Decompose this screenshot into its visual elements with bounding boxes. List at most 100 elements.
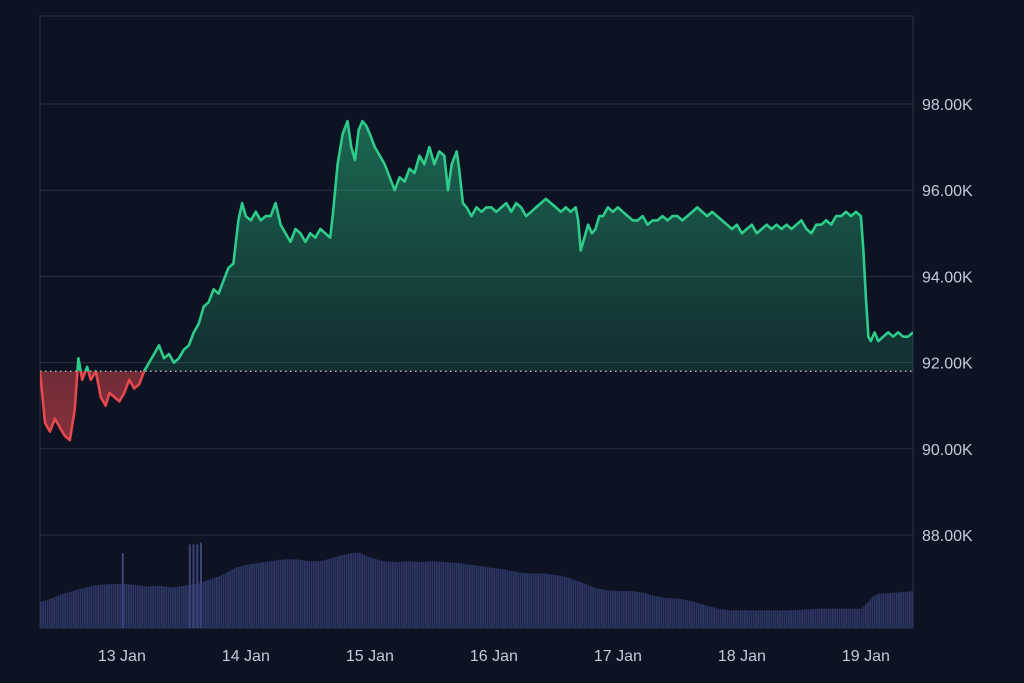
volume-bar: [147, 586, 150, 628]
volume-bar: [510, 570, 513, 628]
volume-bar: [55, 596, 58, 628]
volume-bar: [376, 559, 379, 628]
volume-bar: [594, 587, 597, 628]
volume-bar: [469, 564, 471, 628]
volume-bar: [106, 584, 108, 628]
volume-bar: [554, 575, 557, 628]
volume-bar: [596, 588, 599, 628]
volume-bar: [695, 602, 698, 628]
volume-bar: [506, 569, 509, 628]
volume-bar: [359, 552, 361, 628]
volume-bar: [854, 608, 856, 628]
volume-bar: [332, 557, 335, 628]
volume-bar: [722, 609, 724, 628]
volume-bar: [165, 586, 168, 628]
volume-bar: [110, 584, 113, 628]
volume-bar: [337, 556, 339, 628]
volume-bar: [365, 555, 368, 628]
volume-bar: [801, 609, 803, 628]
volume-bar: [235, 567, 238, 628]
volume-bar: [304, 560, 306, 628]
volume-bar: [163, 586, 165, 628]
volume-bar: [123, 584, 126, 628]
volume-bar: [724, 609, 726, 628]
volume-bar: [438, 561, 440, 628]
volume-bar: [273, 560, 275, 628]
volume-bar: [130, 584, 132, 628]
volume-bar: [521, 572, 524, 628]
volume-bar: [262, 562, 264, 628]
volume-bar: [675, 598, 678, 628]
volume-bar: [902, 591, 905, 628]
volume-bar: [77, 589, 80, 628]
volume-bar: [548, 574, 550, 628]
volume-bar: [277, 560, 280, 628]
volume-bar: [858, 608, 861, 628]
volume-bar: [372, 558, 374, 628]
volume-bar: [836, 608, 839, 628]
volume-bar: [532, 573, 535, 628]
volume-bar: [271, 561, 273, 628]
volume-bar: [805, 609, 808, 628]
volume-bar: [847, 608, 850, 628]
volume-bar: [763, 610, 766, 628]
volume-bar: [774, 610, 777, 628]
volume-bar: [156, 585, 159, 628]
volume-bar: [856, 608, 858, 628]
x-tick-label: 17 Jan: [594, 648, 642, 665]
volume-bar: [370, 557, 372, 628]
volume-bar: [834, 608, 836, 628]
volume-bar: [282, 559, 284, 628]
volume-bar: [561, 576, 564, 628]
x-tick-label: 15 Jan: [346, 648, 394, 665]
volume-bar: [576, 580, 579, 628]
volume-bar: [64, 593, 66, 628]
volume-bar: [158, 585, 161, 628]
volume-bar: [367, 556, 370, 628]
volume-bar: [462, 563, 465, 628]
volume-bar: [79, 588, 82, 628]
volume-bar: [216, 576, 218, 628]
volume-bar: [449, 562, 451, 628]
volume-bar: [66, 592, 69, 628]
volume-bar: [843, 608, 845, 628]
volume-bar: [218, 576, 220, 628]
volume-bar: [233, 568, 236, 628]
volume-bar: [810, 609, 812, 628]
volume-bar: [715, 608, 718, 628]
volume-bar: [385, 561, 388, 628]
volume-bar: [667, 598, 669, 628]
y-tick-label: 94.00K: [922, 269, 973, 286]
volume-bar: [73, 590, 75, 628]
x-axis-labels: 13 Jan 14 Jan 15 Jan 16 Jan 17 Jan 18 Jan 19 J…: [98, 648, 890, 665]
volume-bar: [851, 608, 854, 628]
volume-bar: [884, 593, 887, 628]
volume-bar: [550, 574, 553, 628]
volume-bar: [783, 610, 786, 628]
volume-spike: [188, 544, 191, 628]
volume-bar: [796, 610, 799, 628]
volume-bar: [867, 601, 869, 628]
volume-bar: [682, 599, 685, 628]
volume-bar: [781, 610, 784, 628]
volume-bar: [488, 567, 491, 628]
volume-bar: [484, 566, 487, 628]
volume-bar: [513, 571, 515, 628]
volume-bar: [700, 603, 702, 628]
volume-bar: [746, 610, 748, 628]
volume-bar: [213, 577, 216, 628]
volume-bar: [101, 584, 104, 628]
volume-bar: [631, 591, 634, 628]
x-tick-label: 13 Jan: [98, 648, 146, 665]
volume-bar: [444, 562, 447, 628]
volume-bar: [361, 553, 363, 628]
volume-bar: [132, 584, 135, 628]
volume-bar: [792, 610, 795, 628]
volume-bar: [750, 610, 753, 628]
volume-spike: [192, 544, 195, 628]
volume-bar: [180, 586, 183, 628]
volume-bar: [125, 584, 128, 628]
volume-bar: [249, 564, 251, 628]
volume-bar: [222, 574, 225, 628]
volume-bar: [211, 578, 214, 628]
